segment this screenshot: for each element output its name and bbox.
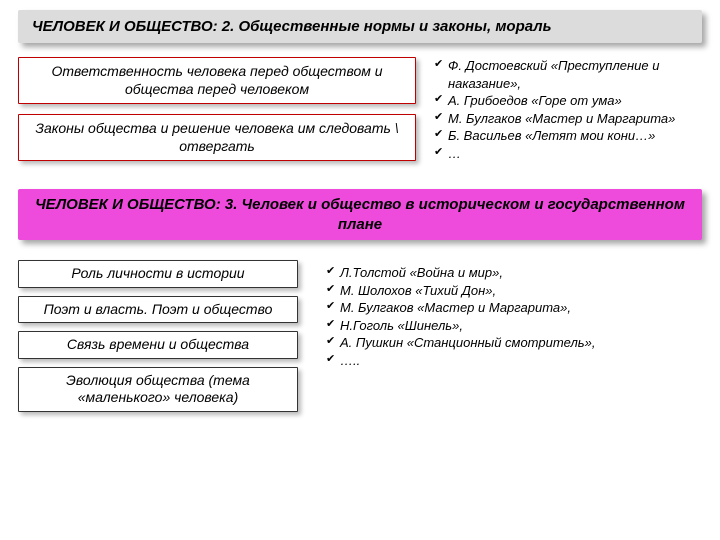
- reference-item: Ф. Достоевский «Преступление и наказание…: [434, 57, 702, 92]
- reference-item: А. Пушкин «Станционный смотритель»,: [326, 334, 702, 352]
- section3-header: ЧЕЛОВЕК И ОБЩЕСТВО: 3. Человек и обществ…: [18, 189, 702, 240]
- reference-item: Н.Гоголь «Шинель»,: [326, 317, 702, 335]
- reference-item: Б. Васильев «Летят мои кони…»: [434, 127, 702, 145]
- section3-boxes: Роль личности в истории Поэт и власть. П…: [18, 260, 308, 420]
- topic-box: Связь времени и общества: [18, 331, 298, 359]
- reference-item: …: [434, 145, 702, 163]
- reference-list: Ф. Достоевский «Преступление и наказание…: [434, 57, 702, 162]
- reference-item: М. Шолохов «Тихий Дон»,: [326, 282, 702, 300]
- section2-header: ЧЕЛОВЕК И ОБЩЕСТВО: 2. Общественные норм…: [18, 10, 702, 43]
- topic-box: Поэт и власть. Поэт и общество: [18, 296, 298, 324]
- section3-row: Роль личности в истории Поэт и власть. П…: [18, 260, 702, 420]
- reference-item: …..: [326, 352, 702, 370]
- topic-box: Ответственность человека перед обществом…: [18, 57, 416, 104]
- section3-refs: Л.Толстой «Война и мир», М. Шолохов «Тих…: [326, 260, 702, 420]
- section2-refs: Ф. Достоевский «Преступление и наказание…: [434, 57, 702, 171]
- reference-list: Л.Толстой «Война и мир», М. Шолохов «Тих…: [326, 264, 702, 369]
- topic-box: Законы общества и решение человека им сл…: [18, 114, 416, 161]
- topic-box: Эволюция общества (тема «маленького» чел…: [18, 367, 298, 412]
- reference-item: М. Булгаков «Мастер и Маргарита»,: [326, 299, 702, 317]
- reference-item: М. Булгаков «Мастер и Маргарита»: [434, 110, 702, 128]
- reference-item: Л.Толстой «Война и мир»,: [326, 264, 702, 282]
- topic-box: Роль личности в истории: [18, 260, 298, 288]
- section2-boxes: Ответственность человека перед обществом…: [18, 57, 416, 171]
- section2-row: Ответственность человека перед обществом…: [18, 57, 702, 171]
- reference-item: А. Грибоедов «Горе от ума»: [434, 92, 702, 110]
